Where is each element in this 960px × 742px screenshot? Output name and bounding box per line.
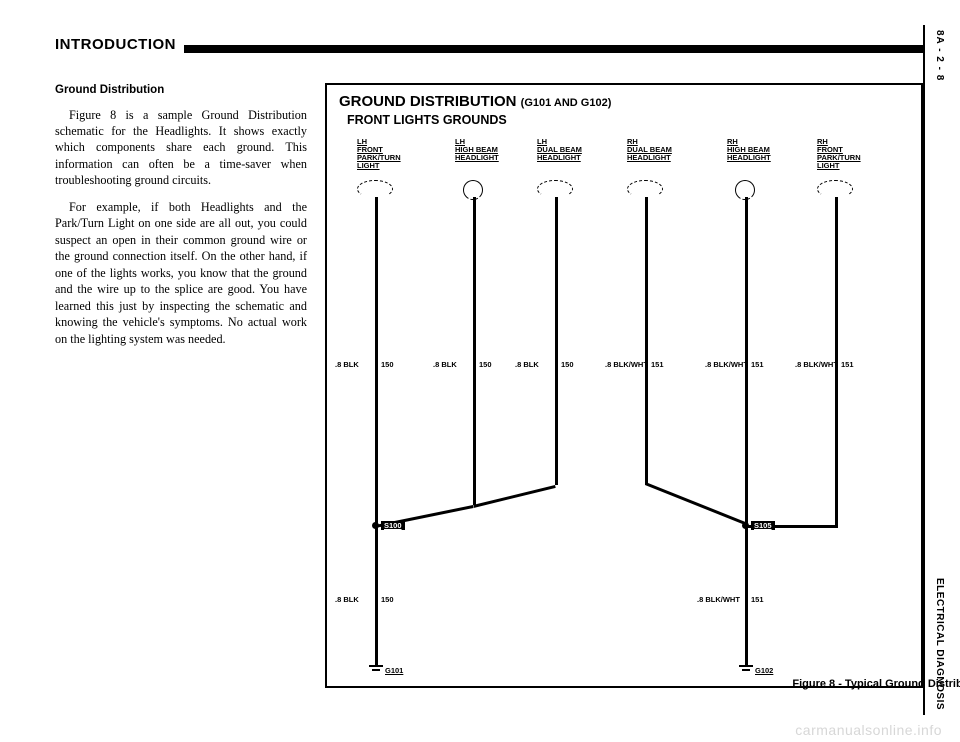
wire-label: 151 [651, 360, 664, 369]
wire-vertical [745, 525, 748, 665]
component-label: LH HIGH BEAM HEADLIGHT [455, 138, 499, 162]
component-label: LH DUAL BEAM HEADLIGHT [537, 138, 582, 162]
page: INTRODUCTION 8A - 2 - 8 ELECTRICAL DIAGN… [55, 25, 925, 715]
component-label: LH FRONT PARK/TURN LIGHT [357, 138, 401, 170]
diagram-subtitle: FRONT LIGHTS GROUNDS [347, 113, 507, 127]
wire-vertical [555, 197, 558, 485]
bulb-icon [357, 180, 393, 198]
paragraph-1: Figure 8 is a sample Ground Distribution… [55, 107, 307, 189]
wire-label: .8 BLK/WHT [605, 360, 648, 369]
ground-label: G101 [385, 666, 403, 675]
side-section-title: ELECTRICAL DIAGNOSIS [934, 578, 945, 710]
wire-label: .8 BLK/WHT [705, 360, 748, 369]
wire-label: 150 [381, 595, 394, 604]
wire-label: .8 BLK [515, 360, 539, 369]
splice-label: S105 [751, 521, 775, 530]
wire-label: .8 BLK/WHT [697, 595, 740, 604]
figure-caption: Figure 8 - Typical Ground Distribution S… [640, 678, 960, 690]
wire-label: .8 BLK [433, 360, 457, 369]
wire-diagonal [473, 485, 556, 508]
splice-label: S100 [381, 521, 405, 530]
diagram-title-main: GROUND DISTRIBUTION [339, 93, 517, 110]
wire-label: .8 BLK [335, 360, 359, 369]
header-title: INTRODUCTION [55, 36, 184, 53]
header-bar [184, 45, 923, 53]
ground-icon [369, 665, 383, 675]
diagram: GROUND DISTRIBUTION (G101 AND G102) FRON… [325, 83, 923, 688]
component-label: RH FRONT PARK/TURN LIGHT [817, 138, 861, 170]
wire-vertical [473, 197, 476, 505]
wire-label: 150 [479, 360, 492, 369]
wire-vertical [375, 197, 378, 525]
text-column: Ground Distribution Figure 8 is a sample… [55, 83, 307, 688]
wire-label: 150 [381, 360, 394, 369]
wire-vertical [645, 197, 648, 485]
side-page-number: 8A - 2 - 8 [934, 30, 945, 81]
content-row: Ground Distribution Figure 8 is a sample… [55, 83, 923, 688]
wire-label: 150 [561, 360, 574, 369]
text-heading: Ground Distribution [55, 83, 307, 99]
ground-icon [739, 665, 753, 675]
header-row: INTRODUCTION [55, 25, 923, 53]
bulb-icon [627, 180, 663, 198]
wire-label: 151 [841, 360, 854, 369]
watermark: carmanualsonline.info [795, 722, 942, 738]
diagram-title: GROUND DISTRIBUTION (G101 AND G102) [339, 93, 611, 110]
wire-label: .8 BLK [335, 595, 359, 604]
bulb-icon [817, 180, 853, 198]
ground-label: G102 [755, 666, 773, 675]
wire-diagonal [645, 482, 746, 525]
component-label: RH HIGH BEAM HEADLIGHT [727, 138, 771, 162]
wire-label: 151 [751, 595, 764, 604]
bulb-icon [537, 180, 573, 198]
paragraph-2: For example, if both Headlights and the … [55, 199, 307, 347]
wire-label: .8 BLK/WHT [795, 360, 838, 369]
wire-label: 151 [751, 360, 764, 369]
component-label: RH DUAL BEAM HEADLIGHT [627, 138, 672, 162]
diagram-title-sub: (G101 AND G102) [521, 97, 612, 109]
wire-vertical [375, 525, 378, 665]
